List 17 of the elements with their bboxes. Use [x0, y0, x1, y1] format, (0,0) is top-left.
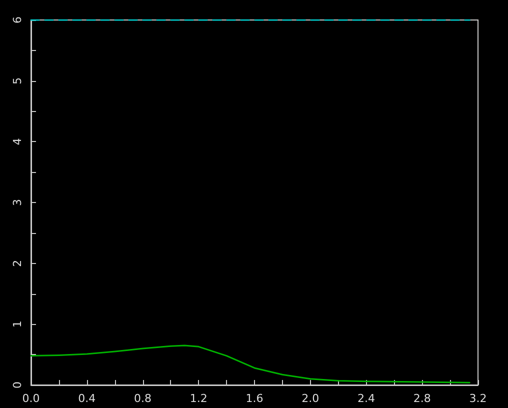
x-tick-label: 3.2	[469, 392, 487, 405]
x-tick-label: 0.0	[22, 392, 40, 405]
y-tick-label: 5	[11, 77, 24, 84]
x-tick-label: 1.6	[246, 392, 264, 405]
x-tick-label: 0.4	[78, 392, 96, 405]
y-tick-label: 3	[11, 199, 24, 206]
line-series	[30, 344, 470, 384]
x-tick-label: 1.2	[190, 392, 208, 405]
x-tick-label: 2.4	[358, 392, 375, 405]
x-tick-label: 0.8	[134, 392, 152, 405]
x-tick-label: 2.8	[413, 392, 431, 405]
y-tick-label: 2	[11, 260, 24, 267]
y-tick-label: 4	[11, 138, 24, 146]
y-tick-label: 1	[11, 320, 24, 328]
y-tick-label: 0	[11, 382, 24, 388]
y-tick-label: 6	[11, 16, 24, 24]
x-tick-label: 2.0	[302, 392, 320, 405]
